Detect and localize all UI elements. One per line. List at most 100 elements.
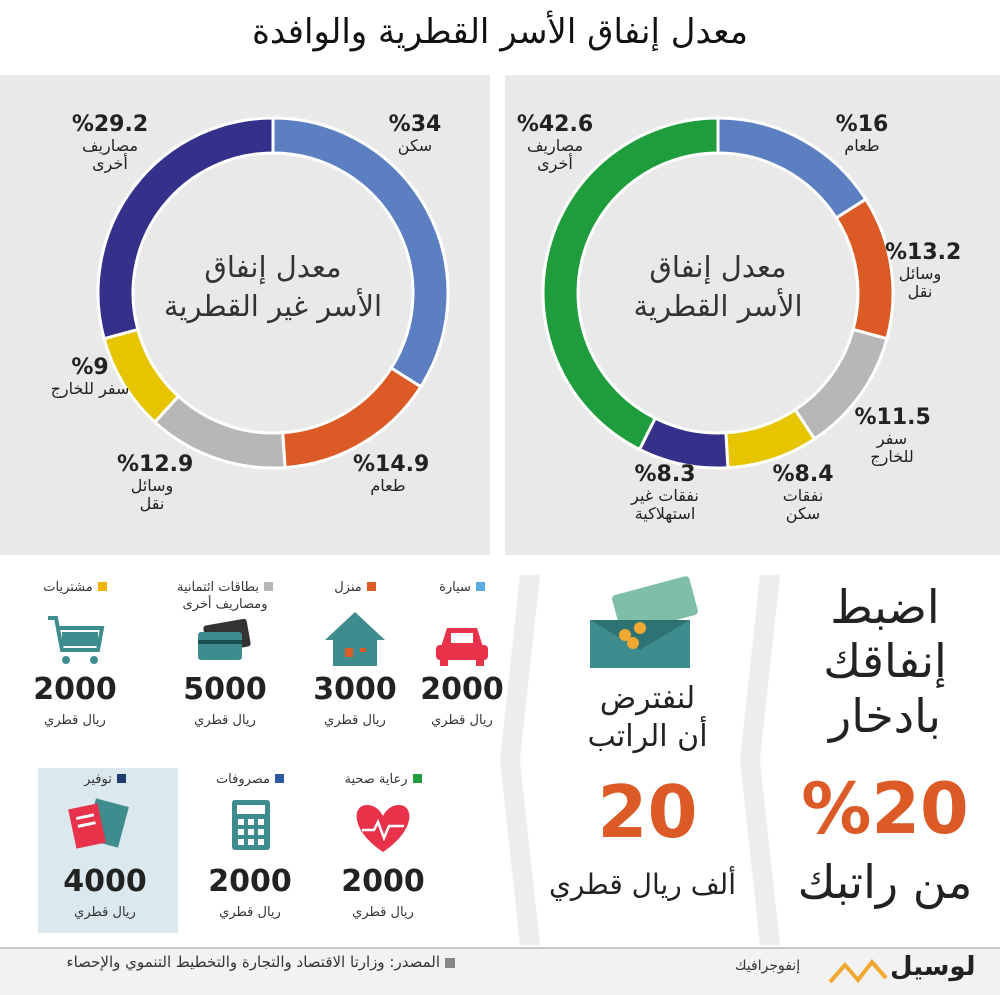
segment-label: %42.6 مصاريف أخرى	[510, 112, 600, 174]
page-title: معدل إنفاق الأسر القطرية والوافدة	[252, 12, 748, 52]
item-unit: ريال قطري	[219, 905, 281, 920]
wallet-icon	[590, 576, 698, 668]
category-label: وسائل نقل	[130, 476, 174, 514]
item-name: مصروفات	[175, 772, 325, 789]
item-unit: ريال قطري	[431, 713, 493, 728]
item-amount: 4000	[63, 864, 147, 899]
item-name-text: رعاية صحية	[344, 772, 408, 787]
category-label: طعام	[844, 136, 880, 155]
value-label: %13.2	[885, 240, 962, 265]
item-bullet	[263, 582, 273, 591]
chart-title-line: معدل إنفاق	[649, 250, 787, 284]
category-label: وسائل نقل	[898, 264, 942, 302]
source: المصدر: وزارتا الاقتصاد والتجارة والتخطي…	[66, 953, 440, 971]
value-label: %29.2	[71, 112, 149, 137]
segment-label: %14.9 طعام	[353, 452, 430, 495]
donut-segment	[96, 116, 275, 341]
assumption-line: أن الراتب	[587, 718, 708, 754]
calculator-icon	[232, 800, 270, 850]
category-label: طعام	[370, 476, 406, 495]
item-amount: 5000	[183, 672, 267, 707]
house-icon	[325, 612, 385, 666]
chart-title-line: الأسر القطرية	[633, 289, 803, 324]
car-icon	[436, 628, 488, 666]
item-unit: ريال قطري	[324, 713, 386, 728]
item-unit: ريال قطري	[352, 905, 414, 920]
segment-label: %8.3 نفقات غير استهلاكية	[615, 462, 715, 524]
item-name-text: مشتريات	[43, 580, 93, 595]
item-amount: 3000	[313, 672, 397, 707]
item-name: بطاقات ائتمانية ومصاريف أخرى	[150, 580, 300, 614]
advice-tail: من راتبك	[797, 855, 973, 909]
assumption-line: لنفترض	[599, 681, 696, 716]
logo-mark	[828, 958, 888, 984]
item-bullet	[97, 582, 107, 591]
donut-segment	[724, 407, 817, 470]
advice-text: اضبط إنفاقك بادخار	[775, 580, 995, 743]
item-unit: ريال قطري	[194, 713, 256, 728]
item-bullet	[412, 774, 422, 783]
item-name-text: بطاقات ائتمانية ومصاريف أخرى	[177, 580, 268, 612]
item-bullet	[366, 582, 376, 591]
segment-label: %12.9 وسائل نقل	[117, 452, 194, 514]
advice-line: اضبط	[830, 580, 940, 634]
chart-title: معدل إنفاق الأسر غير القطرية	[143, 248, 403, 326]
segment-label: %16 طعام	[827, 112, 897, 155]
advice-value: %20	[801, 768, 969, 850]
item-name: رعاية صحية	[308, 772, 458, 789]
value-label: %8.3	[634, 462, 696, 487]
chart-title-line: معدل إنفاق	[204, 250, 342, 284]
value-label: %9	[71, 355, 109, 380]
cart-icon	[48, 616, 105, 664]
section: إنفوجرافيك	[735, 958, 801, 974]
segment-label: %9 سفر للخارج	[50, 355, 130, 398]
segment-label: %34 سكن	[380, 112, 450, 155]
item-bullet	[475, 582, 485, 591]
item-name: توفير	[30, 772, 180, 789]
item-unit: ريال قطري	[74, 905, 136, 920]
segment-label: %29.2 مصاريف أخرى	[65, 112, 155, 174]
item-amount: 2000	[33, 672, 117, 707]
bills-icon	[68, 798, 129, 849]
segment-label: %13.2 وسائل نقل	[885, 240, 962, 302]
item-name-text: توفير	[84, 772, 112, 787]
value-label: %16	[835, 112, 889, 137]
category-label: مصاريف أخرى	[526, 136, 584, 174]
item-bullet	[275, 774, 285, 783]
item-bullet	[116, 774, 126, 783]
brand: لوسيل	[890, 952, 976, 982]
item-name: مشتريات	[0, 580, 150, 597]
segment-label: %8.4 نفقات سكن	[766, 462, 841, 524]
chart-title: معدل إنفاق الأسر القطرية	[588, 248, 848, 326]
value-label: %14.9	[353, 452, 430, 477]
category-label: نفقات غير استهلاكية	[631, 486, 699, 524]
assumption-amount: 20	[597, 770, 698, 854]
value-label: %11.5	[854, 405, 931, 430]
cards-icon	[198, 618, 251, 660]
category-label: سفر للخارج	[50, 379, 130, 398]
value-label: %8.4	[772, 462, 834, 487]
item-name-text: سيارة	[439, 580, 471, 595]
item-amount: 2000	[208, 864, 292, 899]
advice-line: إنفاقك	[823, 634, 947, 689]
divider	[740, 575, 780, 945]
item-amount: 2000	[341, 864, 425, 899]
heart-icon	[356, 805, 410, 852]
divider	[500, 575, 540, 945]
value-label: %12.9	[117, 452, 194, 477]
item-name-text: مصروفات	[215, 772, 271, 787]
category-label: مصاريف أخرى	[81, 136, 139, 174]
donut-segment	[541, 116, 720, 452]
category-label: نفقات سكن	[782, 486, 824, 524]
chart-title-line: الأسر غير القطرية	[163, 289, 383, 324]
item-unit: ريال قطري	[44, 713, 106, 728]
value-label: %34	[388, 112, 442, 137]
item-name: منزل	[280, 580, 430, 597]
item-amount: 2000	[420, 672, 504, 707]
assumption-unit: ألف ريال قطري	[548, 868, 736, 901]
segment-label: %11.5 سفر للخارج	[854, 405, 931, 467]
source-bullet	[445, 958, 455, 968]
footer-bg	[0, 948, 1000, 995]
